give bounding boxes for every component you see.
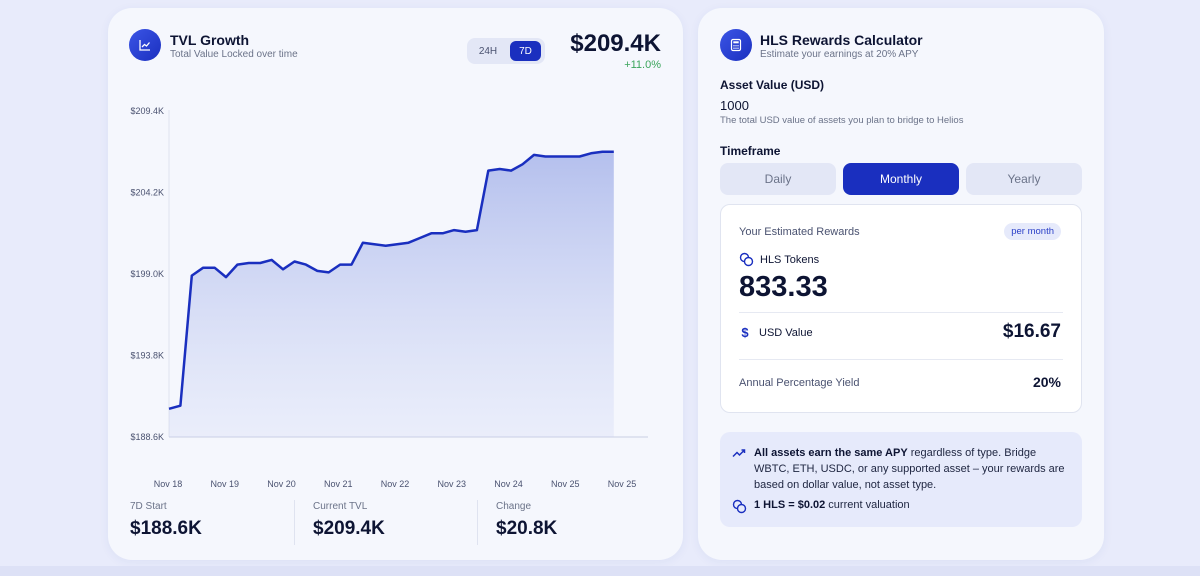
coins-icon bbox=[739, 252, 754, 267]
stat-value: $20.8K bbox=[496, 518, 558, 539]
stat-change: Change $20.8K bbox=[496, 501, 557, 540]
timeframe-label: Timeframe bbox=[720, 144, 781, 158]
stat-divider bbox=[477, 500, 478, 545]
usd-value-amount: $16.67 bbox=[1002, 321, 1061, 342]
estimated-rewards-panel: Your Estimated Rewards per month HLS Tok… bbox=[720, 204, 1082, 413]
chart-line-icon bbox=[129, 29, 161, 61]
dollar-icon: $ bbox=[741, 325, 749, 340]
timeframe-monthly-button[interactable]: Monthly bbox=[843, 163, 959, 195]
apy-info-bold: All assets earn the same APY bbox=[754, 447, 908, 459]
divider bbox=[739, 359, 1063, 360]
rewards-calculator-card: HLS Rewards Calculator Estimate your ear… bbox=[698, 8, 1104, 560]
y-tick-label: $204.2K bbox=[130, 188, 164, 198]
apy-info-panel: All assets earn the same APY regardless … bbox=[720, 432, 1082, 527]
asset-value-input[interactable] bbox=[720, 96, 1080, 114]
range-7d-button[interactable]: 7D bbox=[510, 41, 541, 61]
timeframe-daily-button[interactable]: Daily bbox=[720, 163, 836, 195]
period-badge: per month bbox=[1004, 223, 1061, 240]
asset-value-hint: The total USD value of assets you plan t… bbox=[720, 115, 964, 126]
y-tick-label: $209.4K bbox=[130, 106, 164, 116]
tvl-change-percent: +11.0% bbox=[624, 59, 661, 71]
rewards-label: Your Estimated Rewards bbox=[739, 226, 860, 238]
x-tick-label: Nov 19 bbox=[210, 479, 239, 488]
calculator-icon bbox=[720, 29, 752, 61]
y-axis-labels: $209.4K $204.2K $199.0K $193.8K $188.6K bbox=[130, 106, 164, 442]
hls-price-text: 1 HLS = $0.02 current valuation bbox=[754, 499, 910, 511]
x-tick-label: Nov 20 bbox=[267, 479, 296, 488]
tvl-subtitle: Total Value Locked over time bbox=[170, 49, 298, 60]
tvl-chart: $209.4K $204.2K $199.0K $193.8K $188.6K Nov … bbox=[130, 106, 648, 488]
x-tick-label: Nov 21 bbox=[324, 479, 353, 488]
x-tick-label: Nov 22 bbox=[381, 479, 410, 488]
hls-tokens-label: HLS Tokens bbox=[760, 253, 820, 266]
y-tick-label: $199.0K bbox=[130, 269, 164, 279]
hls-price-suffix: current valuation bbox=[825, 499, 910, 511]
x-axis-labels: Nov 18 Nov 19 Nov 20 Nov 21 Nov 22 Nov 23 Nov … bbox=[154, 479, 637, 488]
range-24h-button[interactable]: 24H bbox=[478, 45, 498, 57]
hls-price-bold: 1 HLS = $0.02 bbox=[754, 499, 826, 511]
tvl-growth-card: TVL Growth Total Value Locked over time … bbox=[108, 8, 683, 560]
asset-value-label: Asset Value (USD) bbox=[720, 78, 825, 92]
tvl-series-line bbox=[168, 150, 614, 411]
apy-info-text: All assets earn the same APY regardless … bbox=[754, 445, 1072, 493]
divider bbox=[739, 312, 1063, 313]
bottom-strip bbox=[0, 566, 1200, 576]
stat-label: Current TVL bbox=[313, 501, 368, 512]
x-tick-label: Nov 25 bbox=[551, 479, 580, 488]
x-tick-label: Nov 18 bbox=[154, 479, 183, 488]
x-tick-label: Nov 24 bbox=[494, 479, 523, 488]
x-tick-label: Nov 23 bbox=[437, 479, 466, 488]
calculator-title: HLS Rewards Calculator bbox=[760, 32, 923, 48]
x-tick-label: Nov 25 bbox=[608, 479, 637, 488]
stat-value: $188.6K bbox=[130, 518, 202, 539]
apy-value: 20% bbox=[1032, 374, 1061, 390]
stat-value: $209.4K bbox=[313, 518, 385, 539]
tvl-title: TVL Growth bbox=[170, 32, 250, 48]
apy-info-body: regardless of type. Bridge WBTC, ETH, US… bbox=[754, 447, 1065, 491]
stat-label: 7D Start bbox=[130, 501, 167, 512]
stat-divider bbox=[294, 500, 295, 545]
y-tick-label: $193.8K bbox=[130, 351, 164, 361]
stat-label: Change bbox=[496, 501, 532, 512]
stat-current-tvl: Current TVL $209.4K bbox=[313, 501, 385, 540]
calculator-subtitle: Estimate your earnings at 20% APY bbox=[760, 49, 919, 60]
stat-7d-start: 7D Start $188.6K bbox=[130, 501, 202, 540]
usd-value-label: USD Value bbox=[759, 326, 813, 339]
apy-label: Annual Percentage Yield bbox=[739, 377, 860, 389]
hls-token-amount: 833.33 bbox=[739, 271, 828, 303]
coins-icon bbox=[732, 499, 747, 514]
hls-tokens-row: HLS Tokens bbox=[739, 252, 819, 267]
y-tick-label: $188.6K bbox=[130, 432, 164, 442]
range-toggle: 24H 7D bbox=[467, 38, 545, 64]
timeframe-yearly-button[interactable]: Yearly bbox=[966, 163, 1082, 195]
trending-up-icon bbox=[732, 449, 746, 458]
tvl-area bbox=[169, 151, 614, 438]
usd-value-row: $ USD Value bbox=[739, 325, 813, 340]
tvl-current-value: $209.4K bbox=[570, 30, 661, 57]
